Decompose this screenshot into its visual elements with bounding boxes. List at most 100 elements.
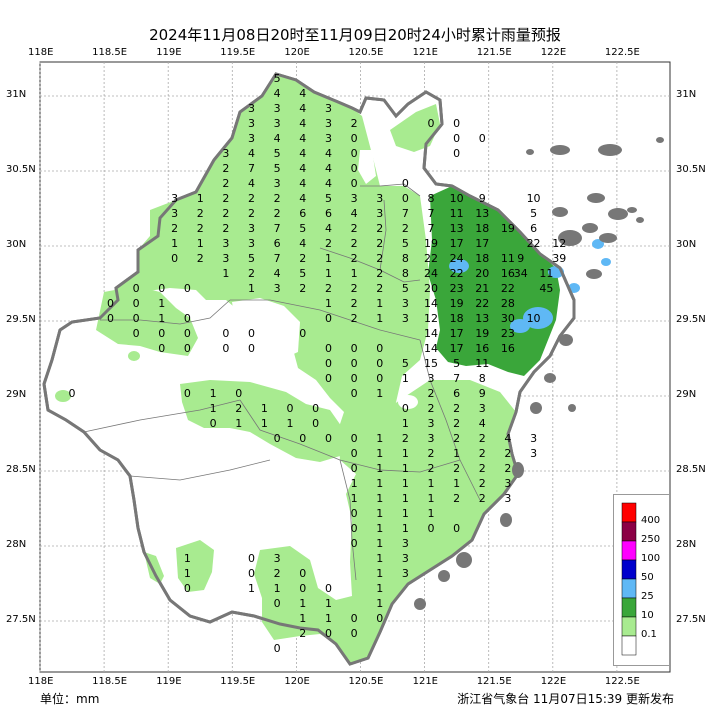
- station-value: 1: [376, 507, 383, 520]
- far-west-light-rain-patch: [55, 390, 71, 402]
- y-tick-label-right: 31N: [676, 89, 697, 100]
- station-value: 4: [274, 267, 281, 280]
- station-value: 3: [274, 117, 281, 130]
- station-value: 5: [299, 267, 306, 280]
- station-value: 0: [351, 162, 358, 175]
- city-boundary-9: [339, 459, 357, 581]
- station-value: 1: [376, 597, 383, 610]
- station-value: 7: [274, 222, 281, 235]
- station-value: 1: [325, 597, 332, 610]
- station-value: 1: [376, 477, 383, 490]
- station-value: 22: [527, 237, 541, 250]
- station-value: 17: [475, 237, 489, 250]
- x-tick-label-top: 120.5E: [348, 47, 384, 58]
- station-value: 0: [184, 387, 191, 400]
- station-value: 3: [274, 552, 281, 565]
- station-value: 1: [351, 492, 358, 505]
- station-value: 5: [402, 237, 409, 250]
- station-value: 14: [424, 327, 438, 340]
- station-value: 0: [376, 357, 383, 370]
- station-value: 3: [479, 402, 486, 415]
- station-value: 2: [274, 192, 281, 205]
- issuer-label: 浙江省气象台 11月07日15:39 更新发布: [457, 692, 674, 706]
- station-value: 3: [274, 177, 281, 190]
- station-value: 1: [453, 477, 460, 490]
- station-value: 6: [299, 207, 306, 220]
- station-value: 0: [222, 327, 229, 340]
- station-value: 3: [248, 102, 255, 115]
- station-value: 0: [299, 567, 306, 580]
- station-value: 2: [222, 192, 229, 205]
- station-value: 0: [158, 342, 165, 355]
- station-value: 0: [133, 297, 140, 310]
- station-value: 4: [325, 177, 332, 190]
- x-tick-label-bottom: 120.5E: [348, 676, 384, 687]
- station-value: 2: [376, 237, 383, 250]
- island-cluster-8: [550, 145, 570, 155]
- station-value: 1: [402, 477, 409, 490]
- station-value: 9: [479, 192, 486, 205]
- station-value: 3: [402, 552, 409, 565]
- legend-value-label: 10: [641, 610, 654, 621]
- station-value: 3: [325, 102, 332, 115]
- station-value: 0: [274, 432, 281, 445]
- station-value: 2: [351, 222, 358, 235]
- station-value: 3: [504, 492, 511, 505]
- station-value: 1: [402, 507, 409, 520]
- y-tick-label-right: 27.5N: [676, 614, 706, 625]
- station-value: 3: [504, 477, 511, 490]
- station-value: 1: [376, 522, 383, 535]
- legend-value-label: 250: [641, 534, 661, 545]
- station-value: 24: [424, 267, 438, 280]
- station-value: 2: [197, 222, 204, 235]
- station-value: 4: [351, 207, 358, 220]
- station-value: 0: [453, 117, 460, 130]
- station-value: 7: [248, 162, 255, 175]
- legend-swatch: [621, 502, 637, 523]
- station-value: 11: [501, 252, 515, 265]
- station-value: 3: [530, 432, 537, 445]
- station-value: 3: [274, 102, 281, 115]
- station-value: 7: [274, 252, 281, 265]
- station-value: 2: [171, 222, 178, 235]
- station-value: 3: [222, 237, 229, 250]
- station-value: 30: [501, 312, 515, 325]
- station-value: 11: [539, 267, 553, 280]
- station-value: 16: [501, 342, 515, 355]
- station-value: 2: [376, 252, 383, 265]
- station-value: 0: [351, 372, 358, 385]
- island-cluster-7: [598, 144, 622, 156]
- station-value: 10: [527, 312, 541, 325]
- station-value: 2: [376, 222, 383, 235]
- station-value: 6: [325, 207, 332, 220]
- x-tick-label-bottom: 119E: [156, 676, 182, 687]
- station-value: 1: [286, 417, 293, 430]
- station-value: 0: [325, 357, 332, 370]
- north-light-rain-area: [116, 74, 430, 474]
- island-cluster-9: [586, 269, 602, 279]
- station-value: 0: [299, 432, 306, 445]
- south-light-rain-area: [176, 540, 214, 592]
- station-value: 5: [299, 222, 306, 235]
- no-rain-gaps: [192, 150, 418, 530]
- station-value: 3: [402, 297, 409, 310]
- station-value: 0: [210, 417, 217, 430]
- station-value: 2: [325, 282, 332, 295]
- station-value: 22: [450, 267, 464, 280]
- station-value: 19: [450, 297, 464, 310]
- station-value: 3: [402, 537, 409, 550]
- station-value: 0: [325, 312, 332, 325]
- central-no-rain-gap: [192, 444, 338, 530]
- station-value: 4: [479, 417, 486, 430]
- station-value: 1: [197, 237, 204, 250]
- y-tick-label-right: 29N: [676, 389, 697, 400]
- station-value: 0: [184, 312, 191, 325]
- x-tick-label-top: 118.5E: [92, 47, 128, 58]
- station-value: 0: [171, 252, 178, 265]
- station-value: 3: [248, 237, 255, 250]
- x-tick-label-top: 122.5E: [604, 47, 640, 58]
- station-value: 2: [351, 312, 358, 325]
- station-value: 2: [248, 192, 255, 205]
- station-value: 0: [351, 357, 358, 370]
- station-value: 0: [312, 417, 319, 430]
